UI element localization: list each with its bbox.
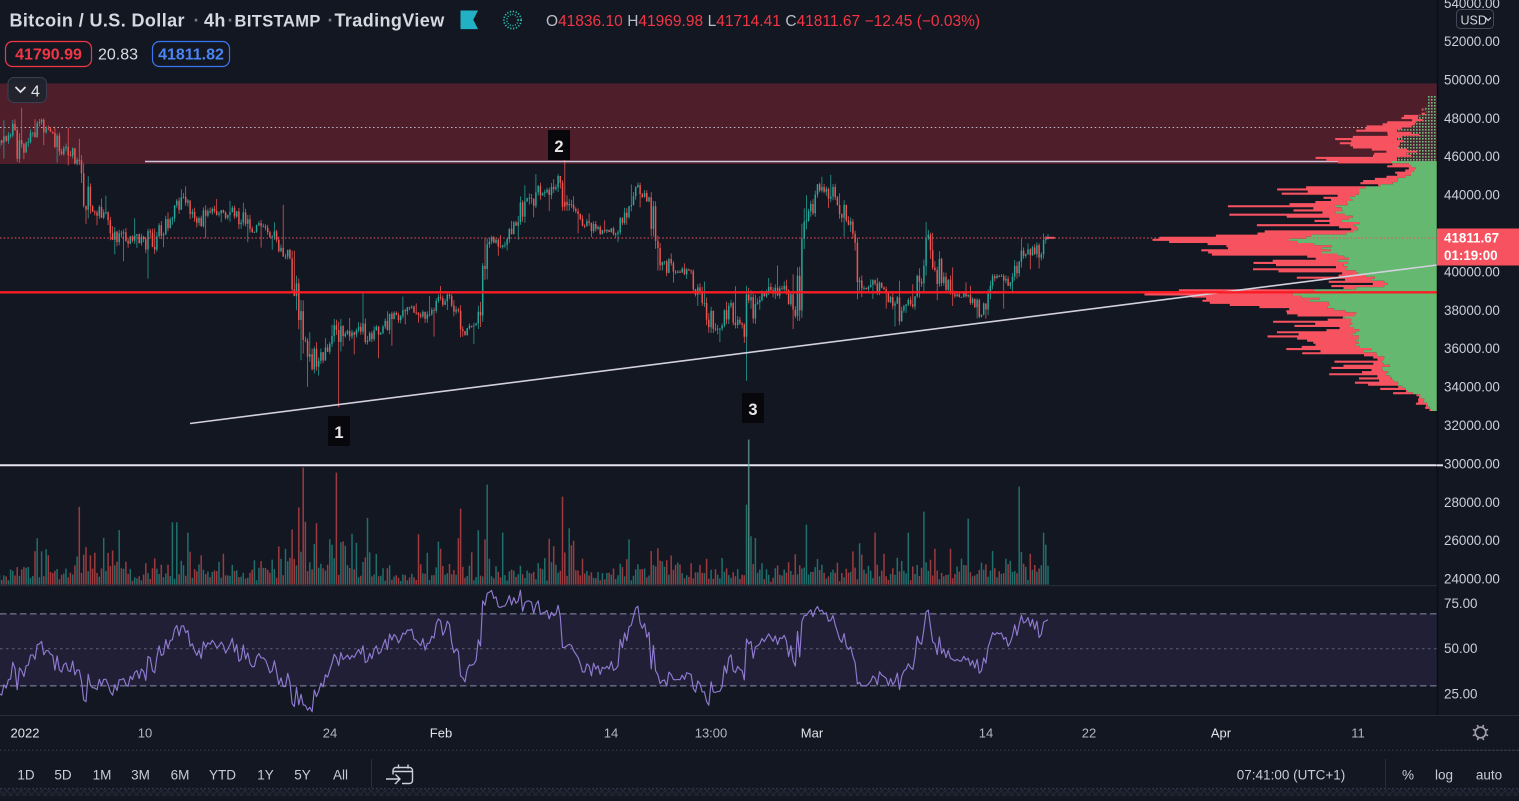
svg-text:Feb: Feb <box>430 726 452 741</box>
svg-text:13:00: 13:00 <box>695 726 728 741</box>
svg-text:5D: 5D <box>54 768 72 783</box>
svg-text:3M: 3M <box>131 768 150 783</box>
svg-text:Bitcoin / U.S. Dollar: Bitcoin / U.S. Dollar <box>10 11 185 31</box>
svg-text:1Y: 1Y <box>257 768 274 783</box>
svg-text:Apr: Apr <box>1211 726 1232 741</box>
svg-text:6M: 6M <box>171 768 190 783</box>
svg-text:All: All <box>333 768 348 783</box>
svg-text:40000.00: 40000.00 <box>1444 264 1500 279</box>
svg-text:TradingView: TradingView <box>335 11 446 31</box>
svg-text:41811.82: 41811.82 <box>158 47 224 64</box>
svg-text:50.00: 50.00 <box>1444 641 1478 656</box>
svg-text:44000.00: 44000.00 <box>1444 188 1500 203</box>
svg-text:36000.00: 36000.00 <box>1444 341 1500 356</box>
svg-text:YTD: YTD <box>209 768 236 783</box>
svg-text:3: 3 <box>748 401 757 419</box>
svg-text:auto: auto <box>1476 768 1502 783</box>
svg-text:52000.00: 52000.00 <box>1444 34 1500 49</box>
svg-text:BITSTAMP: BITSTAMP <box>235 13 321 31</box>
svg-text:log: log <box>1435 768 1453 783</box>
svg-text:41790.99: 41790.99 <box>15 47 82 64</box>
svg-text:26000.00: 26000.00 <box>1444 533 1500 548</box>
svg-text:54000.00: 54000.00 <box>1444 0 1500 11</box>
svg-text:14: 14 <box>979 726 993 741</box>
svg-text:25.00: 25.00 <box>1444 687 1478 702</box>
svg-text:5Y: 5Y <box>294 768 311 783</box>
svg-text:USD: USD <box>1461 14 1487 28</box>
svg-text:1D: 1D <box>17 768 35 783</box>
svg-text:1M: 1M <box>93 768 112 783</box>
svg-text:14: 14 <box>604 726 618 741</box>
svg-text:2022: 2022 <box>11 726 40 741</box>
svg-text:·: · <box>194 11 200 31</box>
svg-text:75.00: 75.00 <box>1444 596 1478 611</box>
svg-text:34000.00: 34000.00 <box>1444 380 1500 395</box>
svg-text:1: 1 <box>334 424 343 442</box>
svg-text:50000.00: 50000.00 <box>1444 72 1500 87</box>
svg-text:·: · <box>228 11 234 31</box>
svg-text:20.83: 20.83 <box>98 47 138 64</box>
svg-text:30000.00: 30000.00 <box>1444 456 1500 471</box>
svg-text:·: · <box>328 11 334 31</box>
svg-text:46000.00: 46000.00 <box>1444 149 1500 164</box>
svg-text:38000.00: 38000.00 <box>1444 303 1500 318</box>
svg-text:Mar: Mar <box>801 726 824 741</box>
svg-text:24000.00: 24000.00 <box>1444 572 1500 587</box>
svg-text:28000.00: 28000.00 <box>1444 495 1500 510</box>
svg-text:01:19:00: 01:19:00 <box>1444 248 1498 263</box>
svg-text:24: 24 <box>323 726 337 741</box>
svg-text:32000.00: 32000.00 <box>1444 418 1500 433</box>
svg-text:11: 11 <box>1351 726 1365 741</box>
svg-text:07:41:00 (UTC+1): 07:41:00 (UTC+1) <box>1237 768 1345 783</box>
svg-text:4h: 4h <box>204 11 226 31</box>
svg-text:48000.00: 48000.00 <box>1444 111 1500 126</box>
svg-text:41811.67: 41811.67 <box>1444 231 1499 246</box>
svg-text:22: 22 <box>1082 726 1096 741</box>
svg-text:2: 2 <box>554 138 563 156</box>
svg-text:%: % <box>1402 768 1414 783</box>
svg-text:10: 10 <box>138 726 152 741</box>
svg-text:4: 4 <box>31 84 40 101</box>
